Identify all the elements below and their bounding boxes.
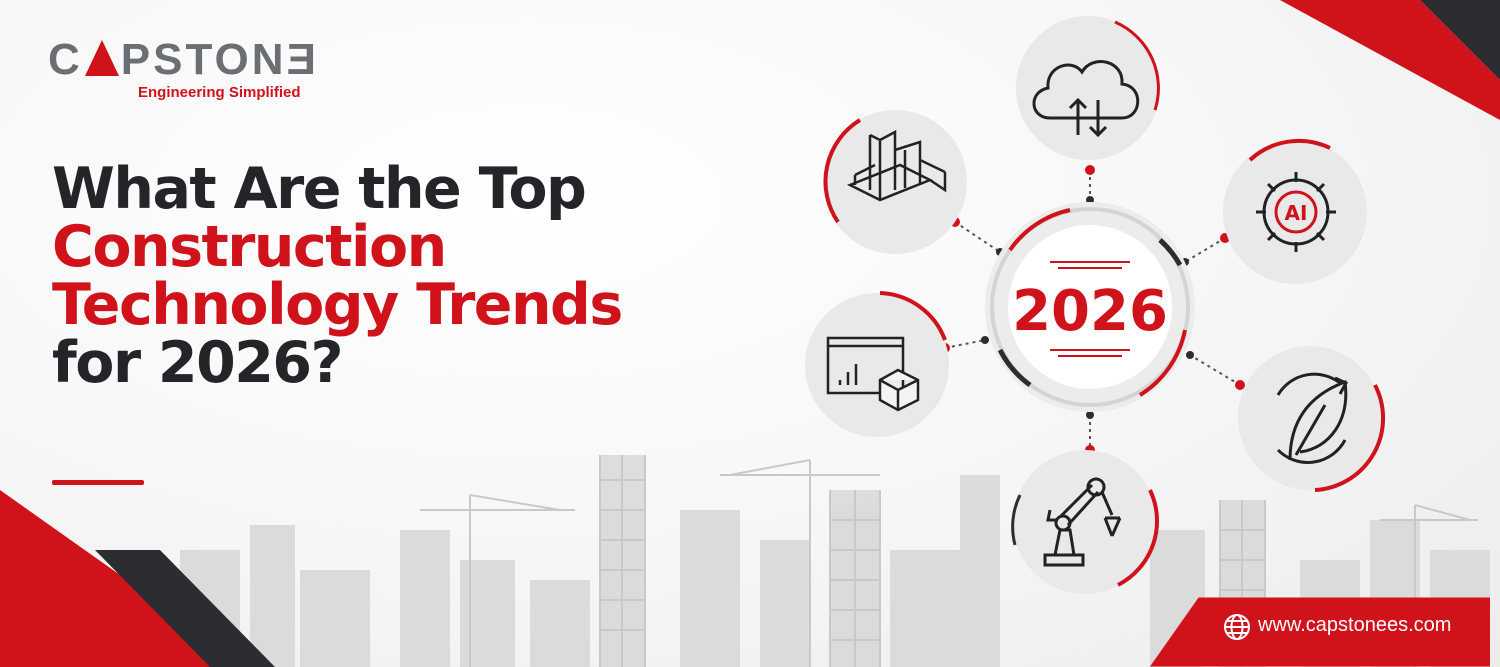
robotic-arm-icon: [1011, 450, 1159, 594]
headline-line-3: Technology Trends: [52, 272, 623, 338]
headline: What Are the Top Construction Technology…: [52, 156, 623, 396]
logo: C PSTONƎ Engineering Simplified: [48, 38, 319, 102]
analytics-cube-icon: [805, 291, 949, 437]
bottom-left-corner-stripes: [0, 490, 275, 667]
ai-label: AI: [1285, 201, 1308, 225]
website-link[interactable]: www.capstonees.com: [1258, 614, 1452, 636]
logo-wordmark: C PSTONƎ: [48, 38, 319, 82]
logo-tagline: Engineering Simplified: [138, 84, 301, 101]
logo-letter-e: Ǝ: [286, 35, 319, 84]
center-badge: 2026: [985, 202, 1195, 412]
center-year: 2026: [1012, 279, 1168, 344]
headline-line-2: Construction: [52, 214, 447, 280]
globe-icon: [1224, 614, 1250, 640]
bim-building-icon: [823, 110, 967, 254]
ai-gear-icon: AI: [1223, 138, 1367, 284]
logo-triangle-icon: [84, 40, 119, 76]
headline-line-4: for 2026?: [52, 330, 344, 396]
cloud-sync-icon: [1016, 16, 1160, 160]
trend-diagram: 2026: [805, 16, 1386, 594]
sustainability-leaf-icon: [1238, 346, 1386, 492]
headline-line-1: What Are the Top: [52, 156, 587, 222]
logo-letter-c: C: [48, 35, 83, 84]
logo-letters: PSTON: [120, 35, 287, 84]
top-right-corner-stripes: [1280, 0, 1500, 120]
headline-underline: [52, 480, 144, 485]
